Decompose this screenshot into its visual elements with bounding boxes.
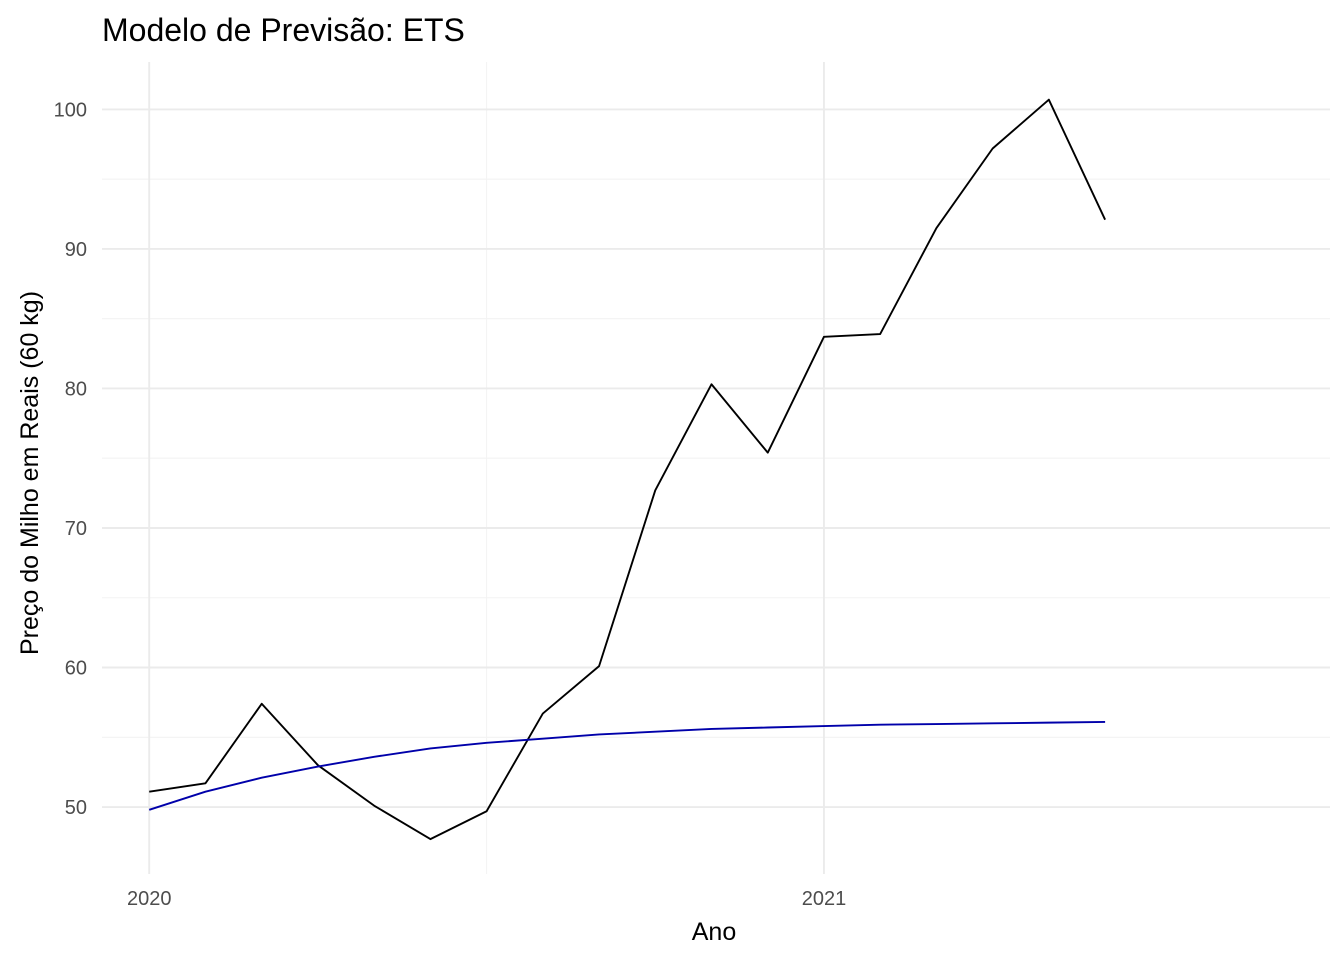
y-tick-label: 70	[65, 518, 87, 540]
x-axis-tick-labels: 2020 2021	[127, 888, 846, 910]
series-layer	[148, 98, 1106, 841]
observed-series-line	[149, 98, 1106, 841]
y-tick-label: 60	[65, 658, 87, 680]
forecast-series-line	[148, 720, 1106, 811]
chart-title: Modelo de Previsão: ETS	[102, 12, 465, 48]
y-tick-label: 80	[65, 378, 87, 400]
x-tick-label: 2020	[127, 888, 172, 910]
major-gridlines	[102, 62, 1330, 874]
x-tick-label: 2021	[802, 888, 847, 910]
x-axis-title: Ano	[692, 918, 736, 946]
y-tick-label: 100	[54, 99, 87, 121]
y-tick-label: 90	[65, 239, 87, 261]
y-tick-label: 50	[65, 797, 87, 819]
y-axis-tick-labels: 50 60 70 80 90 100	[54, 99, 87, 819]
y-axis-title: Preço do Milho em Reais (60 kg)	[16, 291, 44, 655]
minor-gridlines	[102, 62, 1330, 874]
